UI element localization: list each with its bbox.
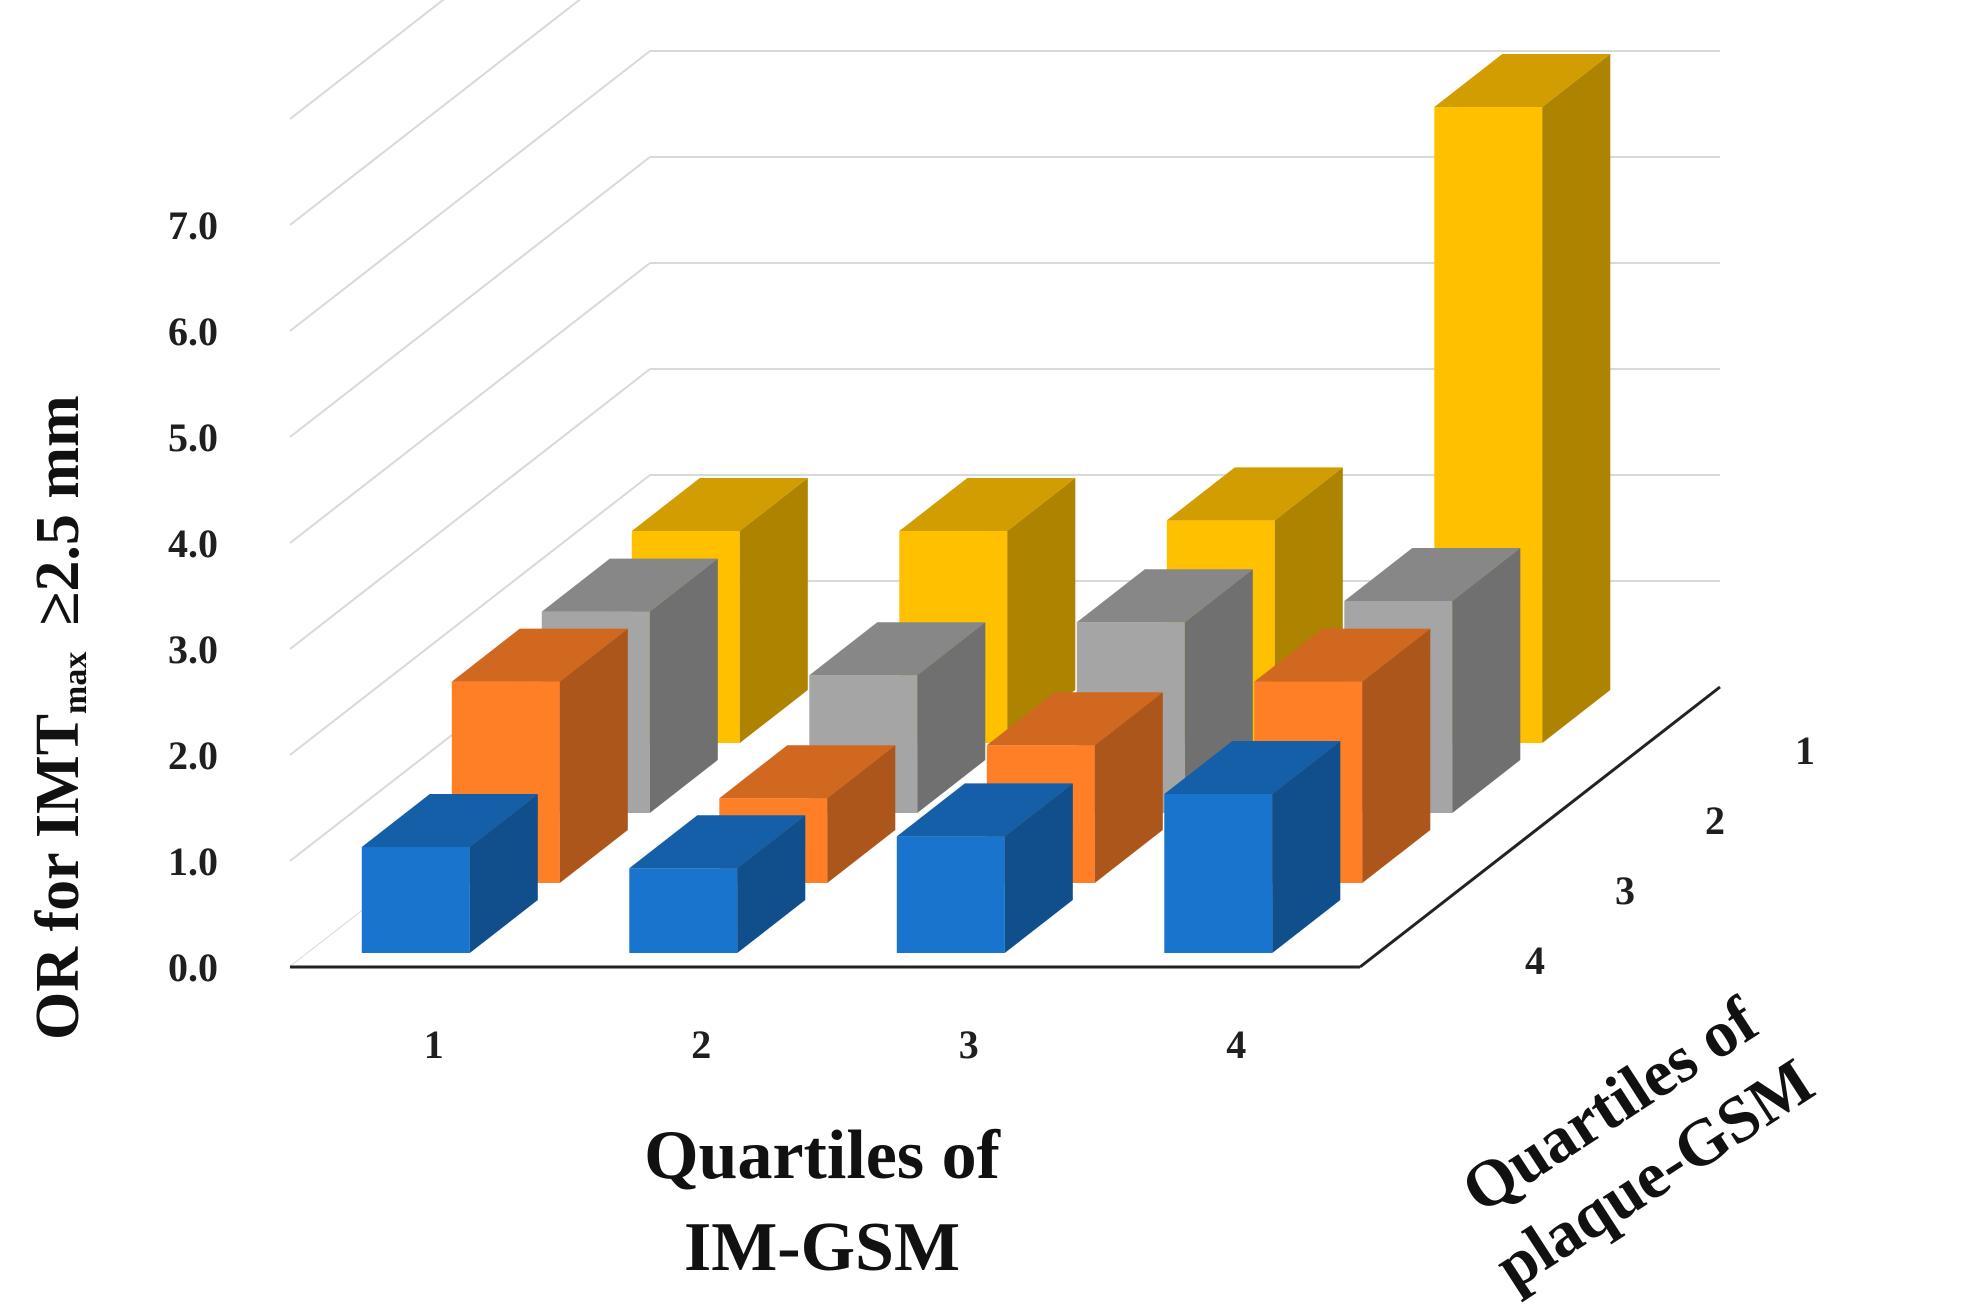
bars: [361, 54, 1611, 953]
bar-side-face: [827, 745, 896, 883]
depth-tick-label: 2: [1705, 798, 1725, 843]
depth-tick-label: 1: [1795, 728, 1815, 773]
bar-top-face: [1434, 54, 1611, 107]
bar-top-face: [451, 628, 628, 682]
y-tick-label: 6.0: [168, 309, 218, 354]
z-axis-line: [1359, 685, 1721, 969]
bar-side-face: [737, 815, 806, 953]
bar-side-face: [917, 622, 986, 813]
bar-front-face: [896, 836, 1005, 953]
bar-side-face: [1004, 783, 1073, 953]
bar-top-face: [899, 478, 1076, 531]
depth-tick-label: 3: [1615, 868, 1635, 913]
bar-side-face: [1452, 548, 1521, 813]
x-tick-label: 1: [424, 1022, 444, 1067]
bar-top-face: [986, 692, 1163, 746]
bar-side-face: [1094, 692, 1163, 883]
bar-top-face: [1254, 628, 1431, 682]
y-tick-label: 3.0: [168, 627, 218, 672]
bar-side-face: [1542, 54, 1611, 743]
bar-top-face: [896, 783, 1073, 837]
x-axis-title-line1: Quartiles of: [644, 1117, 1000, 1194]
y-axis-title-subscript: max: [57, 652, 94, 714]
depth-tick-label: 4: [1525, 938, 1545, 983]
bar-top-face: [541, 558, 718, 612]
bar-side-face: [739, 478, 808, 743]
bar-side-face: [1272, 741, 1341, 953]
z-axis-title: Quartiles of plaque-GSM: [1449, 983, 1826, 1304]
x-tick-label: 3: [959, 1022, 979, 1067]
y-tick-label: 1.0: [168, 839, 218, 884]
gridline-side: [289, 474, 651, 756]
bar-side-face: [1007, 478, 1076, 743]
x-axis-title-line2: IM-GSM: [684, 1209, 960, 1286]
bar-top-face: [1166, 467, 1343, 521]
x-tick-label: 4: [1226, 1022, 1246, 1067]
bar-top-face: [1164, 741, 1341, 794]
y-tick-label: 4.0: [168, 521, 218, 566]
bar: [629, 815, 806, 953]
y-tick-label: 7.0: [168, 203, 218, 248]
bar: [896, 783, 1073, 953]
y-tick-label: 2.0: [168, 733, 218, 778]
bar-front-face: [361, 847, 470, 953]
gridline-side: [289, 0, 581, 226]
bar-top-face: [631, 478, 808, 531]
bar-top-face: [809, 622, 986, 676]
x-tick-label: 2: [691, 1022, 711, 1067]
gridline-side: [289, 50, 651, 332]
bar-top-face: [361, 794, 538, 847]
bar-side-face: [559, 628, 628, 883]
bar-top-face: [1076, 569, 1253, 623]
gridline-side: [289, 156, 651, 438]
gridline-side: [289, 262, 651, 544]
bar: [361, 794, 538, 953]
bar-top-face: [719, 745, 896, 799]
tick-labels: 0.0 1.0 2.0 3.0 4.0 5.0 6.0 7.0 1 2 3 4 1 2 3 4: [168, 203, 1815, 1067]
y-tick-label: 5.0: [168, 415, 218, 460]
bar-side-face: [649, 558, 718, 813]
bar-side-face: [1362, 628, 1431, 883]
y-axis-title-suffix: ≥2.5 mm: [24, 395, 92, 625]
bar-front-face: [629, 868, 738, 953]
bar: [1164, 741, 1341, 953]
bar-front-face: [1164, 794, 1273, 953]
gridline-side: [289, 0, 445, 120]
bar-top-face: [629, 815, 806, 869]
bar-top-face: [1344, 548, 1521, 601]
gridline-side: [289, 368, 651, 650]
y-axis-title: OR for IMTmax ≥2.5 mm: [24, 395, 94, 1040]
y-axis-title-prefix: OR for IMT: [24, 714, 92, 1040]
y-tick-label: 0.0: [168, 945, 218, 990]
